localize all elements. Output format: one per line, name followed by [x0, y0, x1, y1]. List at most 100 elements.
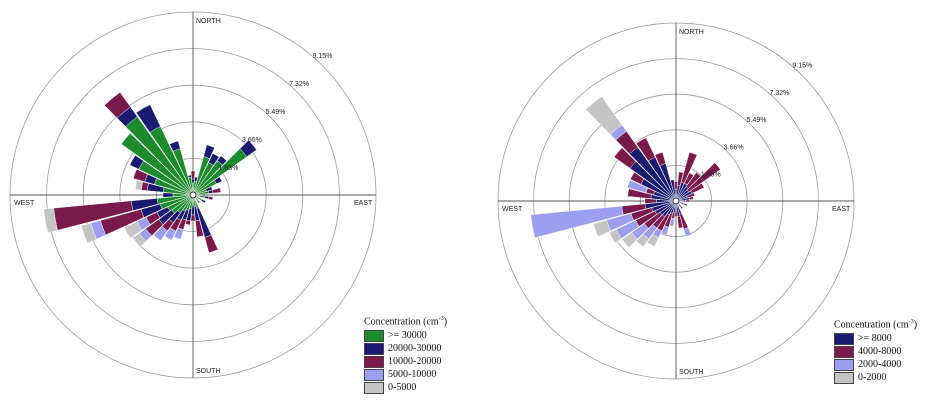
wedge-segment — [212, 187, 222, 194]
wedge-segment — [621, 232, 638, 248]
wedge-segment — [684, 172, 694, 186]
legend-swatch — [834, 345, 854, 358]
legend-left: Concentration (cm-3) >= 30000 20000-3000… — [364, 316, 447, 394]
legend-label: >= 30000 — [388, 330, 427, 342]
wedge-segment — [204, 234, 219, 254]
legend-item: 2000-4000 — [834, 358, 917, 371]
legend-label: 0-5000 — [388, 382, 417, 394]
wedge-segment — [682, 202, 688, 207]
wedge-segment — [204, 195, 210, 200]
wedge-segment — [173, 227, 184, 240]
legend-swatch — [364, 355, 384, 368]
direction-label-west: WEST — [14, 200, 35, 207]
wedge-segment — [635, 137, 656, 162]
legend-item: >= 30000 — [364, 329, 447, 342]
legend-item: 4000-8000 — [834, 345, 917, 358]
wedge-segment — [644, 198, 657, 204]
wedge-segment — [678, 201, 684, 205]
legend-item: 0-2000 — [834, 371, 917, 384]
wedge-segment — [680, 151, 698, 184]
wedge-segment — [688, 196, 694, 200]
wedge-segment — [661, 225, 670, 236]
wedge-segment — [195, 219, 204, 238]
ring-label: 7.32% — [770, 90, 790, 97]
legend-label: >= 8000 — [858, 333, 892, 345]
wedge-segment — [627, 188, 652, 199]
wedge-segment — [654, 151, 666, 166]
wedge-segment — [187, 174, 192, 178]
wedge-segment — [674, 210, 678, 217]
wedge-segment — [80, 222, 97, 244]
ring-label: 1.83% — [701, 172, 721, 179]
ring-label: 7.32% — [289, 81, 309, 88]
center-marker — [189, 191, 197, 199]
wedge-segment — [124, 221, 143, 239]
wedge-segment — [208, 196, 214, 201]
wedge-segment — [585, 96, 623, 135]
wedge-segment — [200, 199, 206, 204]
legend-swatch — [364, 342, 384, 355]
wedge-segment — [135, 104, 161, 133]
wedge-segment — [132, 232, 147, 248]
wedge-segment — [613, 147, 637, 169]
legend-item: >= 8000 — [834, 332, 917, 345]
legend-swatch — [364, 329, 384, 342]
ring-label: 5.49% — [266, 109, 286, 116]
wind-rose-plot: 1.83% 3.66% 5.49% 7.32% 9.15% NORTH EAST SOUTH W… — [497, 22, 855, 380]
wedge-segment — [593, 219, 611, 237]
wedge-segment — [626, 179, 648, 193]
wedge-segment — [239, 139, 257, 158]
wedge-segment — [191, 178, 195, 184]
wedge-segment — [680, 206, 684, 210]
legend-right: Concentration (cm-3) >= 8000 4000-8000 2… — [834, 319, 917, 384]
direction-label-west: WEST — [502, 206, 523, 213]
wedge-segment — [194, 176, 198, 182]
wind-rose-plot: 1.83% 3.66% 5.49% 7.32% 9.15% NORTH EAST SOUTH W… — [9, 11, 377, 379]
legend-item: 0-5000 — [364, 381, 447, 394]
wind-rose-chart-left: 1.83% 3.66% 5.49% 7.32% 9.15% NORTH EAST SOUTH W… — [0, 0, 440, 401]
wedge-segment — [104, 92, 131, 119]
wedge-segment — [162, 192, 174, 198]
legend-swatch — [834, 358, 854, 371]
legend-item: 5000-10000 — [364, 368, 447, 381]
wedge-segment — [674, 181, 678, 190]
ring-label: 9.15% — [792, 63, 812, 70]
wedge-segment — [132, 168, 148, 182]
direction-label-east: EAST — [832, 206, 851, 213]
wedge-segment — [685, 199, 690, 203]
wedge-segment — [202, 193, 206, 197]
legend-swatch — [834, 371, 854, 384]
legend-item: 10000-20000 — [364, 355, 447, 368]
legend-title: Concentration (cm-3) — [364, 316, 448, 328]
legend-label: 4000-8000 — [858, 346, 902, 358]
legend-swatch — [364, 381, 384, 394]
direction-label-south: SOUTH — [196, 368, 221, 375]
wedge-segment — [608, 229, 622, 244]
wedge-segment — [203, 144, 215, 159]
wedges — [43, 92, 257, 254]
wedge-segment — [185, 219, 191, 226]
wedge-segment — [205, 186, 213, 192]
legend-swatch — [364, 368, 384, 381]
legend-label: 2000-4000 — [858, 359, 902, 371]
wedge-segment — [153, 226, 168, 241]
wedge-segment — [129, 154, 144, 170]
wind-rose-chart-right: 1.83% 3.66% 5.49% 7.32% 9.15% NORTH EAST SOUTH W… — [485, 0, 925, 401]
wedge-segment — [530, 205, 624, 239]
wedge-segment — [683, 227, 692, 237]
wedge-segment — [214, 176, 223, 185]
wedge-segment — [677, 171, 684, 187]
ring-label: 5.49% — [747, 117, 767, 124]
wedge-segment — [164, 227, 177, 241]
direction-label-north: NORTH — [196, 18, 221, 25]
ring-label: 9.15% — [313, 53, 333, 60]
wedge-segment — [169, 140, 181, 152]
legend-label: 5000-10000 — [388, 369, 437, 381]
wedge-segment — [217, 155, 227, 166]
wedge-segment — [190, 214, 196, 222]
wedge-segment — [636, 233, 650, 248]
wedge-segment — [686, 162, 721, 193]
legend-swatch — [834, 332, 854, 345]
ring-label: 1.83% — [219, 165, 239, 172]
wedge-segment — [685, 172, 701, 189]
